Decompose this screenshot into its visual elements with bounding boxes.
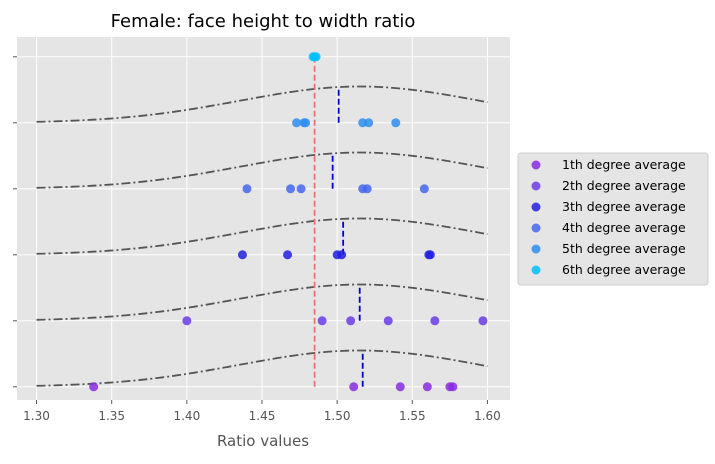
axes: 1.30 1.35 1.40 1.45 1.50 1.55 1.60 [13, 56, 501, 423]
data-points [89, 52, 488, 392]
density-curve [36, 349, 488, 387]
data-point [286, 184, 296, 194]
data-point [425, 250, 435, 260]
density-curve [36, 85, 488, 123]
density-curves [36, 85, 488, 387]
legend-marker [531, 265, 541, 275]
legend-label: 1th degree average [562, 157, 686, 172]
legend-box [517, 152, 709, 286]
data-point [317, 316, 327, 326]
data-point [422, 382, 432, 392]
data-point [182, 316, 192, 326]
data-point [349, 382, 359, 392]
legend-label: 6th degree average [562, 262, 686, 277]
data-point [478, 316, 488, 326]
legend-label: 2th degree average [562, 178, 686, 193]
data-point [383, 316, 393, 326]
data-point [346, 316, 356, 326]
data-point [283, 250, 293, 260]
data-point [419, 184, 429, 194]
data-point [430, 316, 440, 326]
density-curve [36, 283, 488, 321]
x-tick-label: 1.45 [249, 409, 276, 423]
legend-marker [531, 244, 541, 254]
data-point [337, 250, 347, 260]
data-point [242, 184, 252, 194]
legend-marker [531, 223, 541, 233]
legend-label: 3th degree average [562, 199, 686, 214]
x-tick-label: 1.50 [324, 409, 351, 423]
chart-title: Female: face height to width ratio [111, 11, 416, 32]
x-tick-label: 1.55 [399, 409, 426, 423]
legend-label: 4th degree average [562, 220, 686, 235]
data-point [395, 382, 405, 392]
data-point [448, 382, 458, 392]
data-point [237, 250, 247, 260]
plot-background [17, 37, 510, 400]
legend-label: 5th degree average [562, 241, 686, 256]
data-point [364, 118, 374, 128]
x-tick-label: 1.30 [23, 409, 50, 423]
data-point [292, 118, 302, 128]
legend-marker [531, 202, 541, 212]
mean-lines [313, 56, 364, 387]
legend: 1th degree average 2th degree average 3th … [517, 152, 709, 286]
x-tick-label: 1.40 [173, 409, 200, 423]
data-point [311, 52, 321, 62]
x-axis-label: Ratio values [217, 432, 309, 450]
x-tick-label: 1.35 [98, 409, 125, 423]
x-tick-label: 1.60 [474, 409, 501, 423]
density-curve [36, 217, 488, 255]
legend-marker [531, 181, 541, 191]
data-point [89, 382, 99, 392]
legend-marker [531, 160, 541, 170]
data-point [301, 118, 311, 128]
data-point [391, 118, 401, 128]
data-point [362, 184, 372, 194]
data-point [296, 184, 306, 194]
density-curve [36, 151, 488, 189]
